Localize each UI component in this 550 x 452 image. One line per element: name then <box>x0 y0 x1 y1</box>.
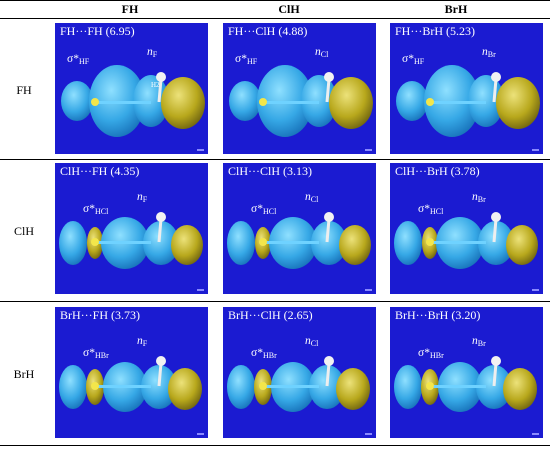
header-rule <box>0 18 550 19</box>
orbital-isosurface-image <box>59 356 202 412</box>
orbital-panel: BrH···ClH (2.65) σ*HBr nCl <box>223 307 376 438</box>
panel-title: ClH···BrH (3.78) <box>395 164 480 178</box>
orbital-panel: BrH···BrH (3.20) σ*HBr nBr <box>390 307 543 438</box>
orbital-panel: ClH···BrH (3.78) σ*HCl nBr <box>390 163 543 294</box>
sigma-star-label: σ*HF <box>67 53 90 66</box>
panel-title: ClH···ClH (3.13) <box>228 164 312 178</box>
lone-pair-label: nCl <box>305 191 319 204</box>
panel-title: FH···ClH (4.88) <box>228 24 308 38</box>
lone-pair-label: nCl <box>305 335 319 348</box>
orbital-isosurface-image <box>396 65 540 137</box>
lone-pair-label: nCl <box>315 46 329 59</box>
column-header-brh: BrH <box>444 2 468 16</box>
watermark <box>365 149 372 151</box>
watermark <box>197 433 204 435</box>
sigma-star-label: σ*HBr <box>83 347 109 360</box>
lone-pair-label: nF <box>137 335 148 348</box>
panel-title: FH···BrH (5.23) <box>395 24 475 38</box>
watermark <box>532 149 539 151</box>
watermark <box>532 289 539 291</box>
sigma-star-label: σ*HCl <box>83 203 109 216</box>
row-label-clh: ClH <box>13 224 34 238</box>
sigma-star-label: σ*HF <box>235 53 258 66</box>
table-bottom-rule <box>0 445 550 446</box>
orbital-panel: FH···ClH (4.88) σ*HF nCl <box>223 23 376 154</box>
sigma-star-label: σ*HBr <box>251 347 277 360</box>
row-label-brh: BrH <box>13 367 35 381</box>
lone-pair-label: nBr <box>472 191 486 204</box>
watermark <box>532 433 539 435</box>
orbital-panel: FH···FH (6.95) σ*HF nF H2 <box>55 23 208 154</box>
lone-pair-label: nF <box>147 46 158 59</box>
watermark <box>365 433 372 435</box>
sigma-star-label: σ*HCl <box>251 203 277 216</box>
watermark <box>365 289 372 291</box>
atom-tag: H2 <box>151 81 160 89</box>
panel-title: FH···FH (6.95) <box>60 24 135 38</box>
orbital-isosurface-image <box>394 212 538 269</box>
orbital-panel: BrH···FH (3.73) σ*HBr nF <box>55 307 208 438</box>
row-label-fh: FH <box>16 83 32 97</box>
panel-title: BrH···FH (3.73) <box>60 308 140 322</box>
watermark <box>197 149 204 151</box>
panel-title: ClH···FH (4.35) <box>60 164 140 178</box>
orbital-isosurface-image <box>227 212 371 269</box>
column-header-fh: FH <box>121 2 139 16</box>
orbital-isosurface-image <box>227 356 370 412</box>
table-top-rule <box>0 0 550 1</box>
orbital-panel: ClH···ClH (3.13) σ*HCl nCl <box>223 163 376 294</box>
sigma-star-label: σ*HBr <box>418 347 444 360</box>
sigma-star-label: σ*HF <box>402 53 425 66</box>
sigma-star-label: σ*HCl <box>418 203 444 216</box>
orbital-isosurface-image <box>394 356 537 412</box>
lone-pair-label: nBr <box>472 335 486 348</box>
watermark <box>197 289 204 291</box>
lone-pair-label: nBr <box>482 46 496 59</box>
orbital-isosurface-image <box>229 65 373 137</box>
orbital-isosurface-image <box>59 212 203 269</box>
panel-title: BrH···ClH (2.65) <box>228 308 313 322</box>
orbital-panel: ClH···FH (4.35) σ*HCl nF <box>55 163 208 294</box>
column-header-clh: ClH <box>278 2 300 16</box>
orbital-panel: FH···BrH (5.23) σ*HF nBr <box>390 23 543 154</box>
orbital-isosurface-image <box>61 65 205 137</box>
row-divider-1 <box>0 159 550 160</box>
lone-pair-label: nF <box>137 191 148 204</box>
panel-title: BrH···BrH (3.20) <box>395 308 481 322</box>
row-divider-2 <box>0 301 550 302</box>
